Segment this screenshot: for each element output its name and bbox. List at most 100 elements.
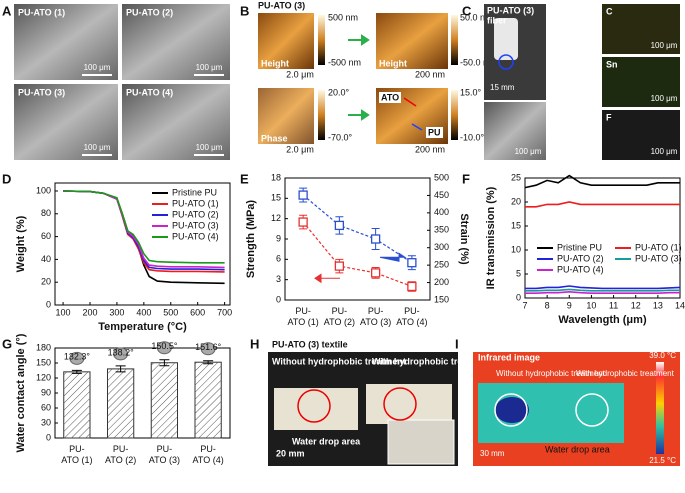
image-label: With hydrophobic treatment: [372, 356, 492, 366]
y-tick-label: 60: [41, 231, 51, 241]
sem-image: [14, 84, 118, 160]
x-tick-label: PU-ATO (1): [61, 444, 92, 465]
colorbar-label: 39.0 °C: [649, 351, 676, 360]
y-tick-label: 60: [41, 402, 51, 412]
value-label: 138.2°: [108, 347, 135, 357]
x-tick-label: PU-ATO (2): [105, 444, 136, 465]
y-tick-label: 90: [41, 387, 51, 397]
colorbar-label: 500 nm: [328, 12, 358, 22]
x-tick-label: 12: [631, 300, 641, 310]
element-label: C: [606, 6, 613, 16]
panel-title: PU-ATO (3): [258, 0, 305, 10]
marker: [298, 190, 308, 200]
panel-letter: B: [240, 3, 249, 18]
scale-bar-label: 100 μm: [196, 63, 223, 72]
scale-bar-label: 100 μm: [84, 63, 111, 72]
panel-h: PU-ATO (3) textile Without hydrophobic t…: [268, 339, 492, 466]
inset: [387, 419, 455, 465]
y-tick-label: 120: [36, 372, 51, 382]
afm-image: [258, 13, 314, 69]
x-tick-label: 14: [675, 300, 685, 310]
panel-b: PU-ATO (3) 500 nm -500 nm 50.0 nm -50.0 …: [258, 0, 496, 154]
image-label: Without hydrophobic treatment: [496, 369, 606, 378]
value-label: 132.3°: [64, 352, 91, 362]
panel-letter: F: [462, 171, 470, 186]
y-tick-label: 15: [511, 220, 521, 230]
x-axis-label: Wavelength (μm): [558, 314, 647, 326]
panel-a: PU-ATO (1) PU-ATO (2) PU-ATO (3) PU-ATO …: [14, 4, 230, 160]
x-tick-label: 10: [586, 300, 596, 310]
y-tick-label: 3: [276, 274, 281, 284]
legend-label: PU-ATO (2): [557, 253, 604, 263]
eds-map: [602, 4, 680, 54]
x-tick-label: PU-ATO (3): [360, 306, 391, 327]
marker: [370, 234, 381, 244]
y-tick-label: 0: [516, 292, 521, 302]
y-tick-label: 15: [271, 193, 281, 203]
scale-bar-label: 100 μm: [515, 147, 542, 156]
image-label: PU-ATO (4): [126, 87, 173, 97]
series-line: [525, 288, 680, 292]
bar-hatch: [195, 362, 222, 438]
bar-hatch: [63, 371, 90, 438]
panel-i: Infrared image Without hydrophobic treat…: [473, 351, 680, 466]
y-tick-label: 0: [46, 299, 51, 309]
y-tick-label: 20: [511, 196, 521, 206]
y-tick-label: 100: [36, 185, 51, 195]
x-tick-label: 600: [190, 307, 205, 317]
y-axis-label: Water contact angle (°): [15, 333, 27, 452]
droplet-icon: [156, 341, 172, 355]
colorbar-label: -70.0°: [328, 132, 353, 142]
y-tick-label: 40: [41, 254, 51, 264]
error-bar: [203, 360, 214, 365]
bar-hatch: [151, 362, 178, 438]
image-label: With hydrophobic treatment: [576, 369, 675, 378]
legend-label: PU-ATO (2): [172, 209, 219, 219]
legend-label: PU-ATO (3): [172, 220, 219, 230]
x-tick-label: 7: [522, 300, 527, 310]
colorbar: [451, 90, 458, 140]
sem-image: [484, 102, 546, 160]
error-bar: [115, 365, 126, 373]
x-tick-label: 100: [56, 307, 71, 317]
eds-map: [602, 57, 680, 107]
series-line: [302, 194, 413, 264]
image-label: ATO: [381, 92, 399, 102]
y2-tick-label: 500: [434, 172, 449, 182]
textile: [274, 388, 358, 430]
value-label: 150.5°: [151, 341, 178, 351]
droplet-icon: [200, 342, 216, 356]
x-tick-label: 13: [653, 300, 663, 310]
image-label: fiber: [487, 15, 507, 25]
y-tick-label: 150: [36, 357, 51, 367]
x-tick-label: 9: [567, 300, 572, 310]
y-tick-label: 9: [276, 233, 281, 243]
legend-label: PU-ATO (4): [557, 264, 604, 274]
series-line: [63, 190, 225, 264]
y-tick-label: 10: [511, 244, 521, 254]
y-tick-label: 180: [36, 342, 51, 352]
image-label: PU-ATO (1): [18, 7, 65, 17]
image-label: Height: [379, 58, 407, 68]
colorbar-label: -10.0°: [460, 132, 485, 142]
colorbar: [318, 15, 325, 65]
x-tick-label: 700: [217, 307, 232, 317]
legend-label: PU-ATO (1): [172, 198, 219, 208]
scale-bar-label: 100 μm: [651, 41, 678, 50]
sem-image: [122, 4, 230, 80]
series-line: [524, 174, 680, 189]
annotation: Water drop area: [545, 444, 610, 454]
colorbar-label: -500 nm: [328, 57, 361, 67]
y-axis-label: Strength (MPa): [245, 200, 257, 279]
marker: [407, 281, 417, 292]
image-label: Infrared image: [478, 352, 540, 362]
panel-letter: C: [462, 3, 472, 18]
label-box: [379, 92, 401, 103]
y-tick-label: 20: [41, 277, 51, 287]
y-tick-label: 30: [41, 417, 51, 427]
marker: [334, 220, 345, 231]
image-label: PU: [428, 127, 441, 137]
scale-bar-label: 2.0 μm: [286, 144, 314, 154]
panel-letter: D: [2, 171, 11, 186]
